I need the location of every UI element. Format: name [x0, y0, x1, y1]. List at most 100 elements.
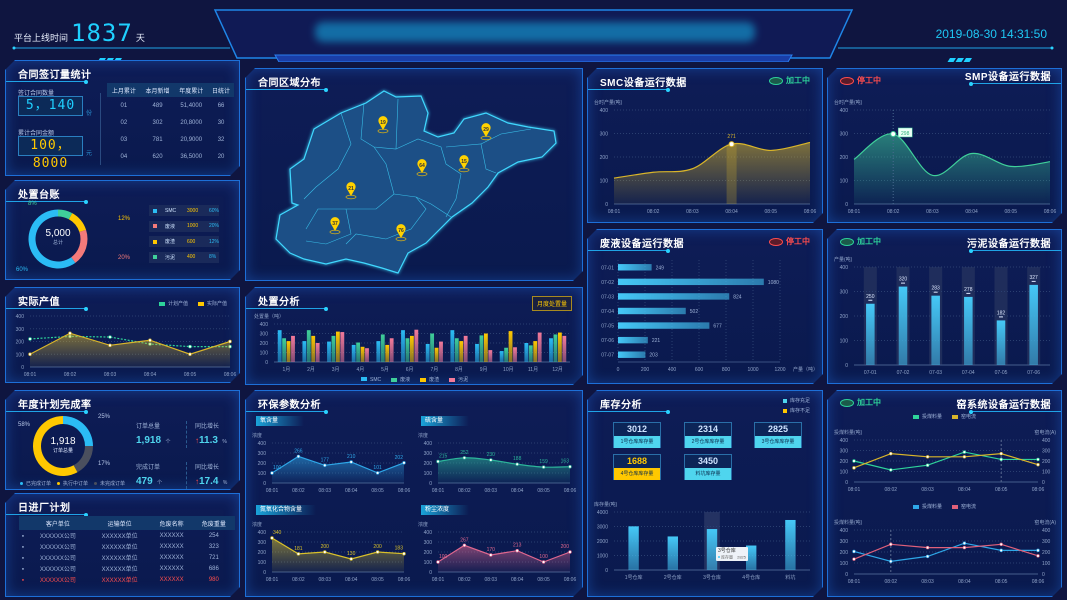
stat-value: 11.3: [199, 435, 218, 446]
data-label: 278: [964, 287, 973, 293]
map-pin[interactable]: 76: [396, 224, 406, 241]
smc-chart: 台时产量(吨) 0 100 200 300 400 08:01 08:02 08:03 08:04…: [594, 99, 816, 215]
table-row[interactable]: ● XXXXXX公司 XXXXXX单位 XXXXXX 980: [19, 574, 235, 585]
bar: [327, 342, 331, 362]
legend-label: 执行中订单: [63, 481, 89, 487]
data-point: [69, 332, 72, 335]
legend-row[interactable]: 废液 1000 20%: [149, 221, 219, 232]
cell: 66: [217, 102, 225, 109]
legend-row[interactable]: 废渣 600 12%: [149, 236, 219, 247]
y-tick-label: 0: [845, 202, 848, 208]
chart-legend: 投煤料量 窑电流: [913, 503, 976, 510]
x-tick-label: 08:02: [64, 372, 77, 378]
smp-panel: SMP设备运行数据 停工中 台时产量(吨) 0 100 200 300 400 08:01 0…: [827, 68, 1062, 223]
map-pin[interactable]: 21: [346, 182, 356, 199]
table-row[interactable]: ● XXXXXX公司 XXXXXX单位 XXXXXX 721: [19, 552, 235, 563]
annual-donut: [6, 391, 126, 491]
tooltip: 3号仓库库存量 2825: [716, 547, 748, 561]
map-pin[interactable]: 29: [481, 123, 491, 140]
legend-row[interactable]: 污泥 400 8%: [149, 252, 219, 263]
legend-item[interactable]: SMC: [361, 377, 381, 383]
cell: XXXXXX单位: [101, 556, 138, 562]
cell: 20,9000: [180, 136, 203, 143]
data-label: 250: [866, 294, 875, 300]
map-pin-icon: [481, 123, 490, 137]
x-tick-label: 08:06: [398, 488, 411, 494]
legend-item[interactable]: 库存充足: [783, 397, 810, 404]
bar: [278, 330, 282, 362]
y2-tick-label: 0: [1042, 572, 1045, 578]
x-tick-label: 08:03: [686, 209, 699, 215]
y-tick-label: 0: [429, 481, 432, 487]
pin-value: 29: [483, 127, 489, 133]
cell: 781: [152, 136, 163, 143]
status-badge: 加工中: [840, 236, 881, 247]
legend-item[interactable]: 未完成订单: [94, 480, 125, 487]
y-axis-title: 浓度: [418, 521, 428, 528]
legend-swatch: [153, 209, 157, 213]
x-tick-label: 08:04: [725, 209, 738, 215]
dust-chart: 浓度 0 100 200 300 400 08:01 08:02 08:03 08:04 08:05…: [418, 521, 576, 583]
table-row: 03 781 20,9000 32: [107, 131, 234, 148]
smp-plot: 台时产量(吨) 0 100 200 300 400 08:01 08:02 08:03 08:04…: [834, 99, 1056, 215]
region-map[interactable]: 19 29 64 15 21 37 76: [246, 69, 584, 282]
y-tick-label: 300: [840, 290, 849, 296]
y2-axis-title: 窑电流(A): [1034, 519, 1056, 526]
label-tick: [966, 293, 970, 294]
warning-icon: [840, 77, 854, 85]
panel-title: 合同区域分布: [258, 78, 321, 89]
x-tick-label: 1200: [774, 367, 785, 373]
oxygen-chart: 浓度 0 100 200 300 400 08:01 08:02 08:03 08:04 08:05…: [252, 432, 410, 494]
legend-item[interactable]: 已完成订单: [20, 480, 51, 487]
map-panel: 合同区域分布 19 29 64 15 21 37 76: [245, 68, 583, 281]
legend-swatch: [153, 224, 157, 228]
title-underline: [6, 308, 86, 309]
panel-title: 窑系统设备运行数据: [956, 400, 1051, 411]
y2-tick-label: 400: [1042, 438, 1051, 444]
kiln1-plot: 投煤料量(吨) 窑电流(A) 0 0 100 100 200 200 300 300 400 400 0…: [834, 429, 1056, 493]
y-tick-label: 1000: [597, 554, 608, 560]
monthly-disposal-button[interactable]: 月度处置量: [532, 296, 572, 311]
data-label: 221: [652, 338, 661, 344]
legend-item[interactable]: 废液: [391, 376, 410, 383]
legend-row[interactable]: SMC 3000 60%: [149, 205, 219, 216]
legend-item[interactable]: 库存不足: [783, 407, 810, 414]
legend-item[interactable]: 窑电流: [952, 503, 976, 510]
cell: XXXXXX单位: [101, 567, 138, 573]
legend-item[interactable]: 污泥: [449, 376, 468, 383]
panel-title: SMP设备运行数据: [964, 72, 1051, 83]
daily-plan-panel: 日进厂计划 客户单位 运输单位 危废名称 危废重量 ● XXXXXX公司 XXXXXX单位…: [5, 493, 240, 597]
series-line: [438, 545, 570, 562]
data-point: [853, 460, 856, 463]
data-point: [853, 558, 856, 561]
data-point: [926, 546, 929, 549]
legend-item[interactable]: 计划产值: [159, 300, 188, 307]
map-pin[interactable]: 19: [378, 116, 388, 133]
bar: [410, 336, 414, 362]
cell: 04: [120, 153, 128, 160]
legend-label: 窑电流: [961, 414, 977, 420]
data-label: 203: [649, 353, 658, 359]
bar: [785, 520, 795, 570]
x-tick-label: 料坑: [785, 574, 795, 581]
data-point: [889, 560, 892, 563]
legend-item[interactable]: 投煤料量: [913, 413, 942, 420]
highlight-band: [727, 144, 737, 204]
legend-item[interactable]: 投煤料量: [913, 503, 942, 510]
map-pin[interactable]: 37: [330, 217, 340, 234]
legend-item[interactable]: 执行中订单: [57, 480, 88, 487]
bar: [426, 344, 430, 362]
stat-growth-1: 同比增长 ↑11.3 %: [186, 421, 236, 448]
legend-item[interactable]: 实际产值: [198, 300, 227, 307]
cell: XXXXXX单位: [101, 534, 138, 540]
data-point: [516, 549, 519, 552]
legend-item[interactable]: 窑电流: [952, 413, 976, 420]
map-pin[interactable]: 15: [459, 155, 469, 172]
bar: [513, 347, 517, 362]
table-row[interactable]: ● XXXXXX公司 XXXXXX单位 XXXXXX 254: [19, 530, 235, 541]
table-row[interactable]: ● XXXXXX公司 XXXXXX单位 XXXXXX 323: [19, 541, 235, 552]
map-pin[interactable]: 64: [417, 159, 427, 176]
table-row[interactable]: ● XXXXXX公司 XXXXXX单位 XXXXXX 686: [19, 563, 235, 574]
legend-item[interactable]: 废渣: [420, 376, 439, 383]
y-tick-label: 300: [600, 132, 609, 138]
